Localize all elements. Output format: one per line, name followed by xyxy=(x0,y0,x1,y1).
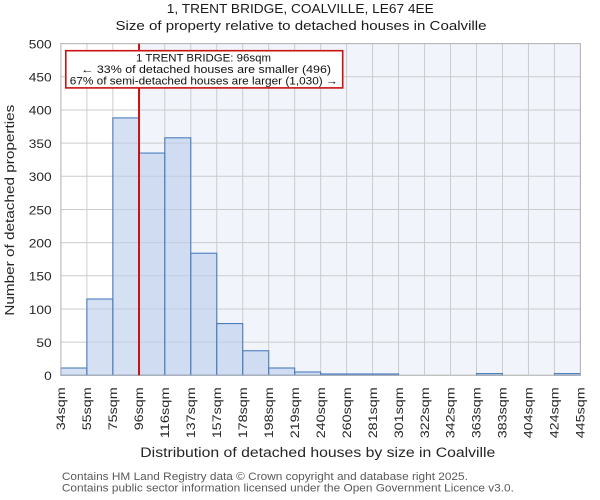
svg-text:383sqm: 383sqm xyxy=(496,387,510,438)
svg-text:Contains HM Land Registry data: Contains HM Land Registry data © Crown c… xyxy=(62,471,468,483)
svg-text:450: 450 xyxy=(29,71,52,85)
svg-text:96sqm: 96sqm xyxy=(132,387,146,430)
svg-text:301sqm: 301sqm xyxy=(392,387,406,438)
svg-text:260sqm: 260sqm xyxy=(340,387,354,438)
svg-text:240sqm: 240sqm xyxy=(314,387,328,438)
svg-text:500: 500 xyxy=(29,37,52,51)
svg-text:55sqm: 55sqm xyxy=(80,387,94,430)
svg-text:322sqm: 322sqm xyxy=(418,387,432,438)
svg-text:404sqm: 404sqm xyxy=(522,387,536,438)
svg-text:Size of property relative to d: Size of property relative to detached ho… xyxy=(116,18,487,33)
svg-text:178sqm: 178sqm xyxy=(236,387,250,438)
svg-text:350: 350 xyxy=(29,137,52,151)
svg-text:363sqm: 363sqm xyxy=(470,387,484,438)
svg-text:250: 250 xyxy=(29,203,52,217)
svg-text:400: 400 xyxy=(29,104,52,118)
svg-text:281sqm: 281sqm xyxy=(366,387,380,438)
svg-text:34sqm: 34sqm xyxy=(54,387,68,430)
svg-text:445sqm: 445sqm xyxy=(574,387,588,438)
svg-text:0: 0 xyxy=(44,369,52,383)
svg-text:300: 300 xyxy=(29,170,52,184)
svg-text:137sqm: 137sqm xyxy=(184,387,198,438)
svg-text:Number of detached properties: Number of detached properties xyxy=(2,104,17,315)
svg-text:200: 200 xyxy=(29,236,52,250)
svg-text:100: 100 xyxy=(29,303,52,317)
svg-text:1, TRENT BRIDGE, COALVILLE, LE: 1, TRENT BRIDGE, COALVILLE, LE67 4EE xyxy=(167,1,434,16)
svg-text:Contains public sector informa: Contains public sector information licen… xyxy=(62,482,514,494)
svg-text:1 TRENT BRIDGE: 96sqm: 1 TRENT BRIDGE: 96sqm xyxy=(136,52,271,64)
svg-text:424sqm: 424sqm xyxy=(548,387,562,438)
svg-text:219sqm: 219sqm xyxy=(288,387,302,438)
svg-text:50: 50 xyxy=(36,336,52,350)
svg-text:75sqm: 75sqm xyxy=(106,387,120,430)
svg-text:342sqm: 342sqm xyxy=(444,387,458,438)
svg-text:67% of semi-detached houses ar: 67% of semi-detached houses are larger (… xyxy=(70,76,338,88)
svg-text:← 33% of detached houses are s: ← 33% of detached houses are smaller (49… xyxy=(81,64,331,76)
svg-text:150: 150 xyxy=(29,270,52,284)
svg-text:198sqm: 198sqm xyxy=(262,387,276,438)
svg-text:157sqm: 157sqm xyxy=(210,387,224,438)
svg-text:116sqm: 116sqm xyxy=(158,387,172,438)
svg-text:Distribution of detached house: Distribution of detached houses by size … xyxy=(140,445,495,460)
